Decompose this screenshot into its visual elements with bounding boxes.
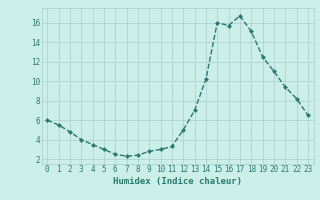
X-axis label: Humidex (Indice chaleur): Humidex (Indice chaleur) — [113, 177, 242, 186]
